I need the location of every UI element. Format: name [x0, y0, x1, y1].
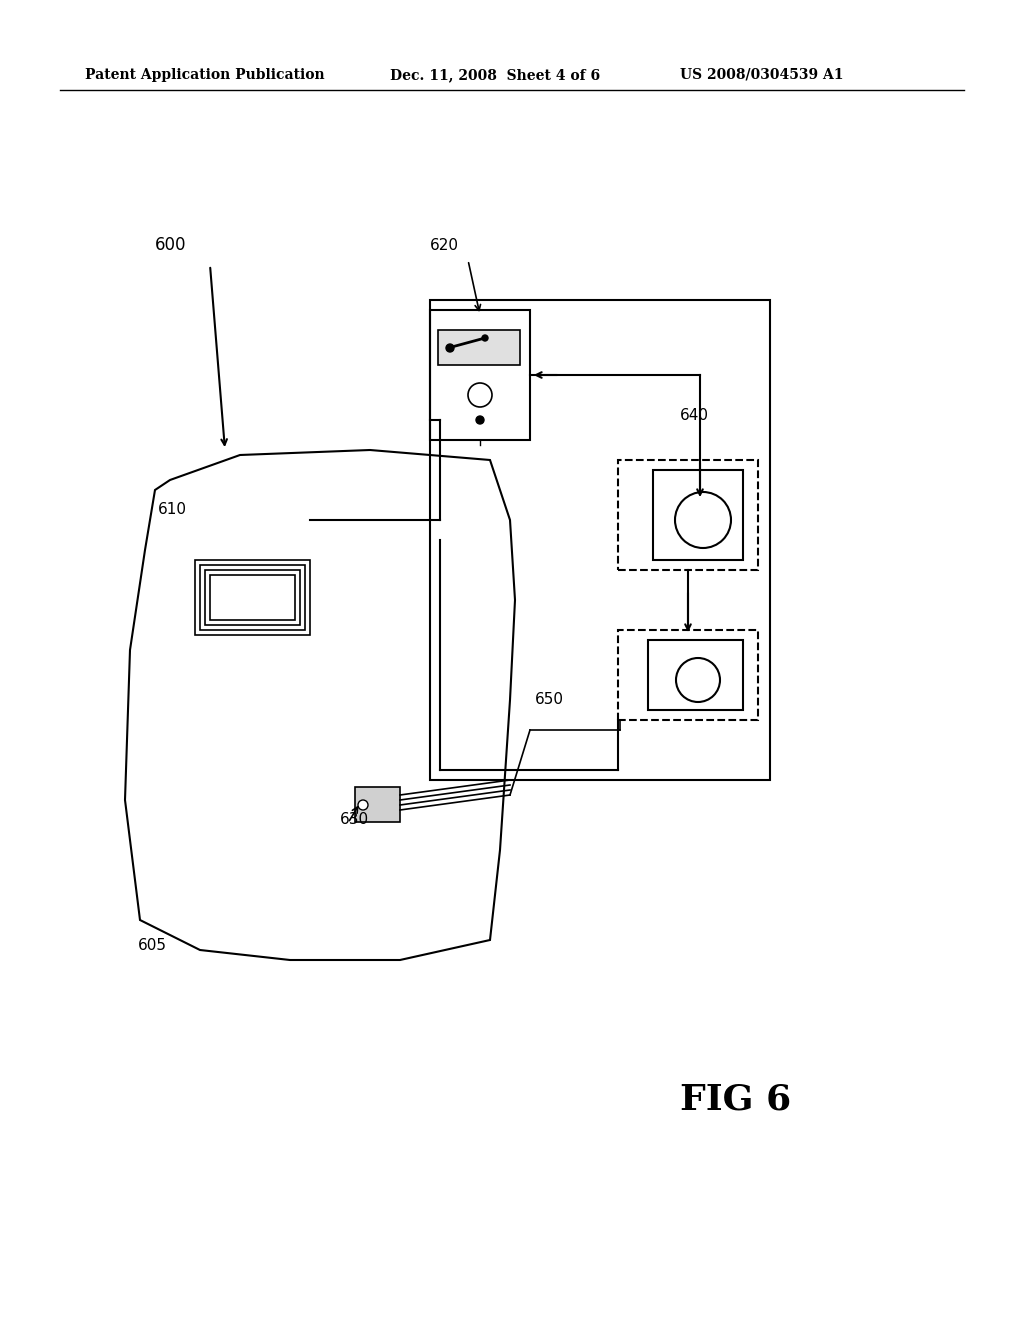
Bar — [210, 576, 295, 620]
Text: 610: 610 — [158, 503, 187, 517]
Bar — [430, 310, 530, 440]
Bar — [618, 630, 758, 719]
Text: 620: 620 — [430, 238, 459, 252]
Text: Dec. 11, 2008  Sheet 4 of 6: Dec. 11, 2008 Sheet 4 of 6 — [390, 69, 600, 82]
Text: 630: 630 — [340, 813, 369, 828]
Circle shape — [676, 657, 720, 702]
Text: 605: 605 — [138, 937, 167, 953]
Bar — [195, 560, 310, 635]
Circle shape — [476, 416, 484, 424]
Bar — [355, 787, 400, 822]
Circle shape — [468, 383, 492, 407]
Bar — [438, 330, 520, 366]
Circle shape — [358, 800, 368, 810]
Text: 650: 650 — [535, 693, 564, 708]
PathPatch shape — [125, 450, 515, 960]
Text: 640: 640 — [680, 408, 709, 422]
Text: Patent Application Publication: Patent Application Publication — [85, 69, 325, 82]
Text: FIG 6: FIG 6 — [680, 1082, 792, 1117]
Circle shape — [446, 345, 454, 352]
Bar — [653, 470, 743, 560]
Circle shape — [675, 492, 731, 548]
Bar — [648, 640, 743, 710]
Bar — [430, 300, 770, 780]
Circle shape — [482, 335, 488, 341]
Bar — [618, 459, 758, 570]
Text: 600: 600 — [155, 236, 186, 253]
Bar — [200, 565, 305, 630]
Text: US 2008/0304539 A1: US 2008/0304539 A1 — [680, 69, 844, 82]
Bar — [205, 570, 300, 624]
